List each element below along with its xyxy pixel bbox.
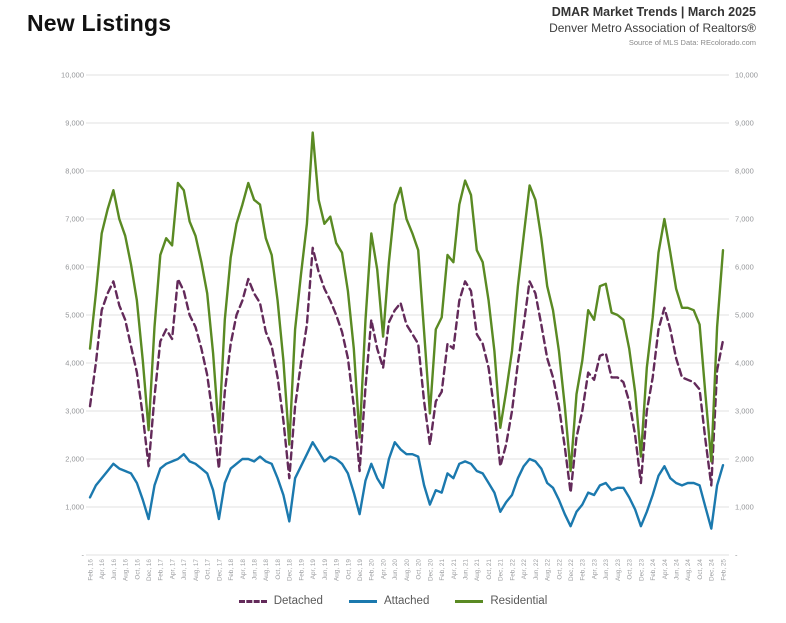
svg-text:Feb, 17: Feb, 17 [158,559,165,581]
svg-text:Feb, 20: Feb, 20 [369,559,376,581]
svg-text:2,000: 2,000 [65,455,84,464]
svg-text:Apr, 22: Apr, 22 [521,559,528,580]
svg-text:Apr, 17: Apr, 17 [169,559,176,580]
svg-text:Feb, 16: Feb, 16 [87,559,94,581]
legend-item-detached: Detached [238,595,323,607]
source-note: Source of MLS Data: REcolorado.com [628,37,756,47]
org-name: Denver Metro Association of Realtors® [549,20,756,35]
header-right: DMAR Market Trends | March 2025 Denver M… [549,5,756,47]
legend-label: Residential [490,595,548,607]
residential-line-icon [455,599,484,603]
svg-text:6,000: 6,000 [735,263,754,272]
svg-text:Oct, 19: Oct, 19 [345,559,352,580]
svg-text:Aug, 19: Aug, 19 [334,559,341,581]
svg-text:Dec, 18: Dec, 18 [287,559,294,581]
svg-text:Dec, 19: Dec, 19 [357,559,364,581]
svg-text:Dec, 20: Dec, 20 [427,559,434,581]
svg-text:Apr, 24: Apr, 24 [662,559,669,580]
svg-text:Aug, 17: Aug, 17 [193,559,200,581]
svg-text:Oct, 21: Oct, 21 [486,559,493,580]
svg-text:Aug, 21: Aug, 21 [474,559,481,581]
svg-text:3,000: 3,000 [735,407,754,416]
svg-text:Aug, 16: Aug, 16 [123,559,130,581]
svg-text:Aug, 20: Aug, 20 [404,559,411,581]
svg-text:Apr, 21: Apr, 21 [451,559,458,580]
svg-text:1,000: 1,000 [65,503,84,512]
svg-text:Dec, 16: Dec, 16 [146,559,153,581]
svg-text:Jun, 16: Jun, 16 [111,559,118,580]
svg-text:5,000: 5,000 [735,311,754,320]
legend-item-attached: Attached [348,595,430,607]
svg-text:Feb, 23: Feb, 23 [580,559,587,581]
svg-text:8,000: 8,000 [735,167,754,176]
svg-text:Oct, 17: Oct, 17 [205,559,212,580]
page-title: New Listings [27,10,172,36]
svg-text:Feb, 18: Feb, 18 [228,559,235,581]
svg-text:Jun, 18: Jun, 18 [252,559,259,580]
svg-text:Feb, 19: Feb, 19 [298,559,305,581]
svg-text:4,000: 4,000 [735,359,754,368]
svg-text:Aug, 23: Aug, 23 [615,559,622,581]
svg-text:Feb, 24: Feb, 24 [650,559,657,581]
svg-text:Dec, 21: Dec, 21 [498,559,505,581]
svg-text:4,000: 4,000 [65,359,84,368]
svg-text:8,000: 8,000 [65,167,84,176]
svg-text:Aug, 22: Aug, 22 [545,559,552,581]
svg-text:Apr, 18: Apr, 18 [240,559,247,580]
svg-text:9,000: 9,000 [735,119,754,128]
svg-text:-: - [82,551,85,560]
svg-text:2,000: 2,000 [735,455,754,464]
svg-text:Dec, 22: Dec, 22 [568,559,575,581]
svg-text:Oct, 16: Oct, 16 [134,559,141,580]
svg-text:10,000: 10,000 [735,71,758,80]
svg-text:Apr, 19: Apr, 19 [310,559,317,580]
svg-text:Apr, 23: Apr, 23 [591,559,598,580]
attached-line-icon [348,599,377,603]
svg-text:Dec, 24: Dec, 24 [709,559,716,581]
svg-text:3,000: 3,000 [65,407,84,416]
svg-text:Dec, 17: Dec, 17 [216,559,223,581]
report-title: DMAR Market Trends | March 2025 [551,5,756,19]
svg-text:Apr, 16: Apr, 16 [99,559,106,580]
svg-text:Jun, 19: Jun, 19 [322,559,329,580]
legend-label: Attached [383,595,430,607]
svg-text:10,000: 10,000 [61,71,84,80]
svg-text:Dec, 23: Dec, 23 [638,559,645,581]
svg-text:Feb, 21: Feb, 21 [439,559,446,581]
svg-text:Oct, 24: Oct, 24 [697,559,704,580]
svg-text:Aug, 24: Aug, 24 [685,559,692,581]
svg-text:Oct, 18: Oct, 18 [275,559,282,580]
svg-text:Jun, 20: Jun, 20 [392,559,399,580]
svg-text:6,000: 6,000 [65,263,84,272]
legend-label: Detached [273,595,323,607]
header: New Listings DMAR Market Trends | March … [0,0,786,58]
svg-text:5,000: 5,000 [65,311,84,320]
svg-text:Jun, 24: Jun, 24 [674,559,681,580]
svg-text:Jun, 22: Jun, 22 [533,559,540,580]
detached-line-icon [238,599,267,603]
svg-text:7,000: 7,000 [65,215,84,224]
svg-text:Oct, 22: Oct, 22 [556,559,563,580]
svg-text:Feb, 25: Feb, 25 [720,559,727,581]
svg-text:Feb, 22: Feb, 22 [509,559,516,581]
svg-text:Jun, 21: Jun, 21 [463,559,470,580]
svg-text:Jun, 23: Jun, 23 [603,559,610,580]
svg-text:1,000: 1,000 [735,503,754,512]
svg-text:9,000: 9,000 [65,119,84,128]
legend-item-residential: Residential [455,595,547,607]
svg-text:Jun, 17: Jun, 17 [181,559,188,580]
svg-text:7,000: 7,000 [735,215,754,224]
svg-text:Oct, 20: Oct, 20 [416,559,423,580]
svg-text:Oct, 23: Oct, 23 [627,559,634,580]
svg-text:Aug, 18: Aug, 18 [263,559,270,581]
svg-text:Apr, 20: Apr, 20 [380,559,387,580]
svg-text:-: - [735,551,738,560]
legend: Detached Attached Residential [0,595,786,607]
trend-chart: - - 1,000 1,000 2,000 2,000 3,000 3,000 4,000 4,0… [61,71,758,581]
